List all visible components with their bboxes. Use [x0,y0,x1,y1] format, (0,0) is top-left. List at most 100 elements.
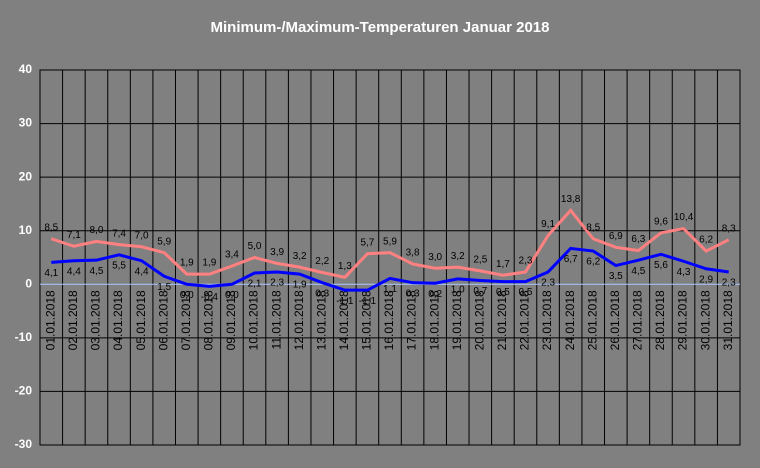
data-label: 0,7 [473,286,487,297]
data-label: 8,5 [44,222,58,233]
data-label: 7,4 [112,228,126,239]
data-label: 1,1 [383,284,397,295]
data-label: 2,5 [473,255,487,266]
data-label: 8,3 [722,223,736,234]
x-tick-label: 09.01.2018 [224,290,238,350]
x-tick-label: 19.01.2018 [450,290,464,350]
x-tick-label: 07.01.2018 [179,290,193,350]
x-tick-label: 06.01.2018 [156,290,170,350]
data-label: 1,9 [202,258,216,269]
y-tick-label: 20 [19,169,33,183]
data-label: -0,4 [201,292,219,303]
x-tick-label: 23.01.2018 [540,290,554,350]
x-tick-label: 18.01.2018 [427,290,441,350]
data-label: 5,0 [248,241,262,252]
y-tick-label: 40 [19,62,33,76]
data-label: 3,9 [270,247,284,258]
data-label: 0,3 [315,288,329,299]
data-label: 6,3 [631,234,645,245]
data-label: 5,9 [383,236,397,247]
data-label: 2,3 [270,278,284,289]
plot-area [39,69,741,446]
data-label: -1,1 [359,296,377,307]
data-label: 1,9 [180,258,194,269]
series-line [50,208,730,279]
x-tick-label: 10.01.2018 [247,290,261,350]
data-label: 1,9 [293,280,307,291]
data-label: 4,1 [44,268,58,279]
data-label: 5,9 [157,236,171,247]
x-tick-label: 14.01.2018 [337,290,351,350]
data-label: 3,2 [451,251,465,262]
data-label: 3,4 [225,250,239,261]
x-tick-label: 28.01.2018 [653,290,667,350]
data-label: 9,1 [541,219,555,230]
x-tick-label: 11.01.2018 [269,290,283,349]
x-tick-label: 16.01.2018 [382,290,396,350]
chart-title: Minimum-/Maximum-Temperaturen Januar 201… [211,19,550,36]
data-label: 1,3 [338,261,352,272]
data-label: 2,2 [315,256,329,267]
x-tick-label: 30.01.2018 [698,290,712,350]
data-label: -1,1 [336,296,354,307]
data-label: 3,2 [293,251,307,262]
data-label: 0,5 [519,287,533,298]
data-label: 8,5 [586,222,600,233]
x-tick-label: 29.01.2018 [676,290,690,350]
y-tick-label: 10 [19,223,33,237]
x-tick-label: 17.01.2018 [405,290,419,350]
data-label: 3,0 [428,252,442,263]
data-label: 6,9 [609,231,623,242]
data-label: 8,0 [89,225,103,236]
data-label: 0,2 [428,289,442,300]
x-tick-label: 02.01.2018 [66,290,80,350]
x-tick-label: 01.01.2018 [43,290,57,350]
data-label: 3,8 [406,248,420,259]
data-label: 4,4 [135,266,149,277]
data-label: 1,7 [496,259,510,270]
data-label: 5,7 [360,237,374,248]
x-tick-label: 31.01.2018 [721,290,735,350]
data-label: 2,9 [699,274,713,285]
x-tick-label: 20.01.2018 [472,290,486,350]
data-label: 7,1 [67,230,81,241]
data-label: 3,5 [609,271,623,282]
data-label: 2,3 [541,278,555,289]
x-tick-label: 21.01.2018 [495,290,509,350]
data-label: 0,0 [180,290,194,301]
data-label: 5,6 [654,260,668,271]
y-tick-label: 0 [25,276,32,290]
data-label: 9,6 [654,216,668,227]
data-label: 1,0 [451,285,465,296]
y-tick-label: 30 [19,116,33,130]
data-label: 0,0 [225,290,239,301]
x-tick-label: 26.01.2018 [608,290,622,350]
data-label: 10,4 [674,212,694,223]
x-tick-label: 03.01.2018 [89,290,103,350]
x-tick-label: 05.01.2018 [134,290,148,350]
data-label: 2,3 [519,256,533,267]
x-tick-label: 25.01.2018 [585,290,599,350]
data-label: 4,4 [67,266,81,277]
data-label: 6,2 [699,235,713,246]
x-tick-label: 04.01.2018 [111,290,125,350]
data-label: 5,5 [112,260,126,271]
y-tick-label: -10 [15,330,33,344]
x-tick-label: 24.01.2018 [563,290,577,350]
data-label: 7,0 [135,230,149,241]
x-tick-label: 15.01.2018 [360,290,374,350]
data-label: 1,5 [157,282,171,293]
data-label: 4,3 [677,267,691,278]
y-tick-label: -30 [15,437,33,451]
x-tick-label: 22.01.2018 [518,290,532,350]
data-label: 6,2 [586,257,600,268]
data-label: 2,3 [722,278,736,289]
data-label: 13,8 [561,194,581,205]
x-tick-label: 27.01.2018 [631,290,645,350]
series-line [51,246,729,292]
data-label: 0,5 [496,287,510,298]
y-tick-label: -20 [15,384,33,398]
x-tick-label: 12.01.2018 [292,290,306,350]
data-label: 2,1 [248,279,262,290]
